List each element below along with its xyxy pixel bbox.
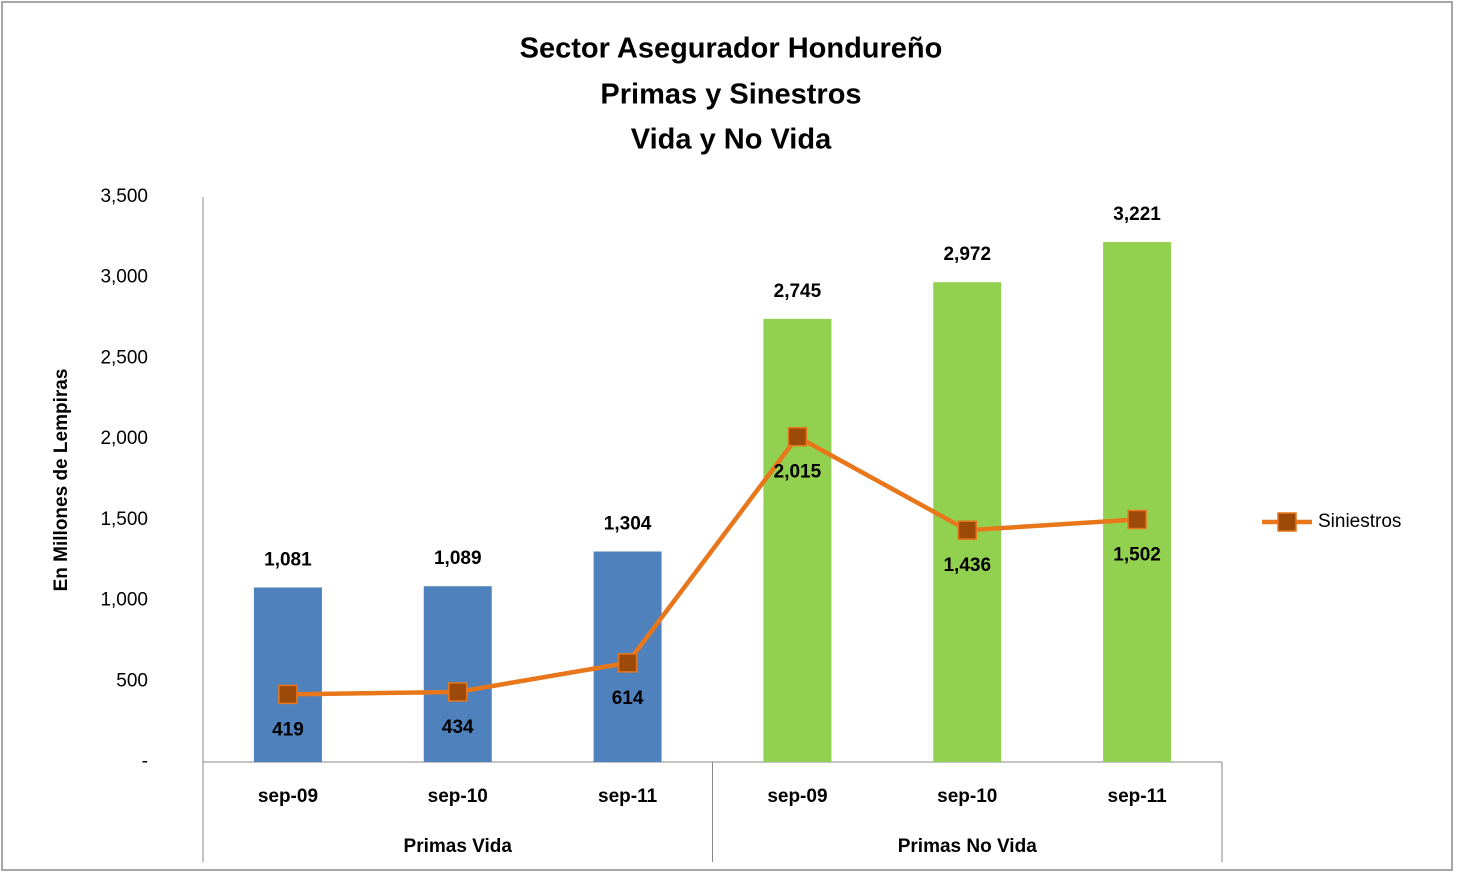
legend-marker [1277,512,1297,532]
y-tick-label: 2,500 [100,347,148,368]
line-marker [1127,509,1147,530]
group-label: Primas Vida [404,836,513,857]
line-value-label: 1,436 [943,555,991,576]
line-marker [278,684,298,705]
chart-title: Primas y Sinestros [600,79,861,111]
line-marker [448,682,468,702]
chart-title: Vida y No Vida [631,124,832,156]
y-tick-label: 1,000 [100,590,148,611]
line-value-label: 434 [442,717,474,738]
bar-value-label: 2,972 [943,244,991,265]
chart-title: Sector Asegurador Hondureño [520,33,943,65]
y-axis-title: En Millones de Lempiras [51,369,72,592]
line-marker [957,520,977,540]
bar-value-label: 1,089 [434,548,482,569]
line-value-label: 2,015 [774,462,822,483]
y-tick-label: - [142,751,148,772]
bar-value-label: 2,745 [774,281,822,302]
line-marker [787,426,808,447]
line-value-label: 419 [272,719,304,740]
bar-value-label: 1,081 [264,550,312,571]
bar [763,318,832,762]
x-tick-label: sep-09 [767,786,827,807]
line-marker [617,653,638,673]
legend-label: Siniestros [1318,511,1401,532]
bar-value-label: 3,221 [1113,204,1161,225]
x-tick-label: sep-09 [258,786,318,807]
x-tick-label: sep-11 [1108,786,1168,807]
y-tick-label: 500 [116,670,148,691]
y-tick-label: 2,000 [100,428,148,449]
group-label: Primas No Vida [898,836,1037,857]
line [287,434,1138,697]
y-tick-label: 3,000 [100,267,148,288]
bar [1103,242,1172,762]
x-tick-label: sep-10 [428,786,488,807]
x-tick-label: sep-10 [937,786,997,807]
line-value-label: 1,502 [1113,545,1161,566]
y-tick-label: 3,500 [100,186,148,207]
bar-value-label: 1,304 [604,514,652,535]
y-tick-label: 1,500 [100,509,148,530]
x-tick-label: sep-11 [598,786,658,807]
bar [253,587,322,762]
line-value-label: 614 [612,688,644,709]
bar [423,586,492,762]
